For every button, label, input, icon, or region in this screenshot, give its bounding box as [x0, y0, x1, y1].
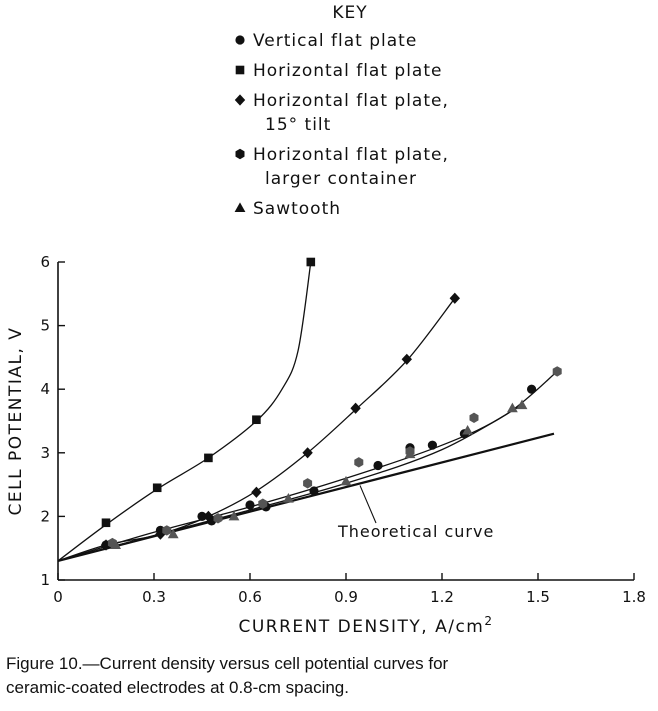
legend-entry-2-line-1: Horizontal flat plate [253, 61, 442, 81]
point-square [252, 415, 261, 425]
x-tick-label: 0.9 [334, 588, 358, 606]
chart: KEY Vertical flat plate Horizontal flat pl… [6, 3, 646, 637]
point-triangle [283, 492, 294, 503]
point-circle [245, 500, 255, 510]
legend-entry-4-line-2: larger container [265, 169, 417, 189]
point-triangle [167, 528, 179, 539]
point-diamond [302, 447, 313, 459]
point-triangle [228, 510, 240, 521]
point-diamond [251, 486, 262, 498]
annotation-leader [359, 485, 377, 524]
point-triangle [462, 424, 473, 435]
point-square [152, 483, 162, 493]
point-square [204, 453, 213, 463]
annotation-text: Theoretical curve [337, 522, 494, 541]
x-axis-title-superscript: 2 [484, 614, 493, 628]
y-tick-label: 2 [40, 507, 50, 525]
point-circle [309, 486, 319, 496]
y-tick-label: 4 [40, 380, 50, 398]
legend: KEY Vertical flat plate Horizontal flat pl… [234, 3, 449, 219]
point-hexagon [162, 525, 172, 536]
figure-caption: Figure 10.—Current density versus cell p… [6, 652, 656, 700]
point-diamond [449, 292, 460, 304]
point-hexagon [258, 498, 268, 509]
point-diamond [350, 402, 361, 414]
y-tick-label: 3 [40, 444, 50, 462]
curve-1 [57, 261, 312, 562]
point-triangle [516, 399, 528, 410]
annotations: Theoretical curve [337, 485, 494, 541]
legend-marker-diamond-icon [234, 94, 246, 106]
legend-marker-hexagon-icon [235, 148, 245, 160]
caption-line-1: Figure 10.—Current density versus cell p… [6, 654, 449, 673]
point-circle [197, 511, 207, 521]
point-diamond [100, 539, 112, 551]
legend-entry-3-line-1: Horizontal flat plate, [253, 91, 449, 111]
x-tick-label: 0 [53, 588, 63, 606]
point-hexagon [213, 513, 223, 524]
legend-marker-triangle-icon [234, 202, 246, 212]
point-circle [527, 384, 537, 394]
legend-title: KEY [332, 3, 367, 23]
y-tick-label: 5 [40, 317, 50, 335]
legend-entry-3-line-2: 15° tilt [265, 115, 331, 135]
point-square [101, 518, 111, 528]
point-hexagon [552, 366, 562, 377]
point-circle [427, 440, 437, 450]
x-tick-label: 0.3 [142, 588, 166, 606]
point-diamond [203, 510, 214, 522]
caption-line-2: ceramic-coated electrodes at 0.8-cm spac… [6, 678, 349, 697]
legend-marker-circle-icon [235, 35, 245, 45]
x-tick-label: 1.5 [526, 588, 550, 606]
y-axis-title: CELL POTENTIAL, V [6, 327, 26, 516]
legend-entry-5-line-1: Sawtooth [253, 199, 341, 219]
legend-entry-4-line-1: Horizontal flat plate, [253, 145, 449, 165]
fit-curves [57, 261, 558, 562]
point-hexagon [354, 457, 364, 468]
point-diamond [155, 528, 166, 540]
point-triangle [340, 475, 352, 486]
x-tick-label: 0.6 [238, 588, 262, 606]
x-tick-label: 1.8 [622, 588, 646, 606]
x-tick-label: 1.2 [430, 588, 454, 606]
legend-marker-square-icon [235, 65, 245, 75]
legend-entry-1-line-1: Vertical flat plate [253, 31, 417, 51]
point-diamond [401, 353, 412, 365]
point-triangle [404, 448, 416, 459]
point-triangle [507, 402, 518, 413]
y-tick-label: 6 [40, 253, 50, 271]
x-axis-title: CURRENT DENSITY, A/cm2 [238, 614, 493, 637]
axes: 0 0.3 0.6 0.9 1.2 1.5 1.8 1 2 3 4 5 6 CURRENT DENSITY… [6, 253, 646, 637]
point-triangle [110, 539, 121, 550]
y-tick-label: 1 [40, 571, 50, 589]
point-circle [373, 460, 383, 471]
point-square [306, 257, 316, 267]
point-hexagon [469, 412, 479, 423]
data-markers [100, 257, 562, 551]
point-hexagon [303, 478, 313, 489]
